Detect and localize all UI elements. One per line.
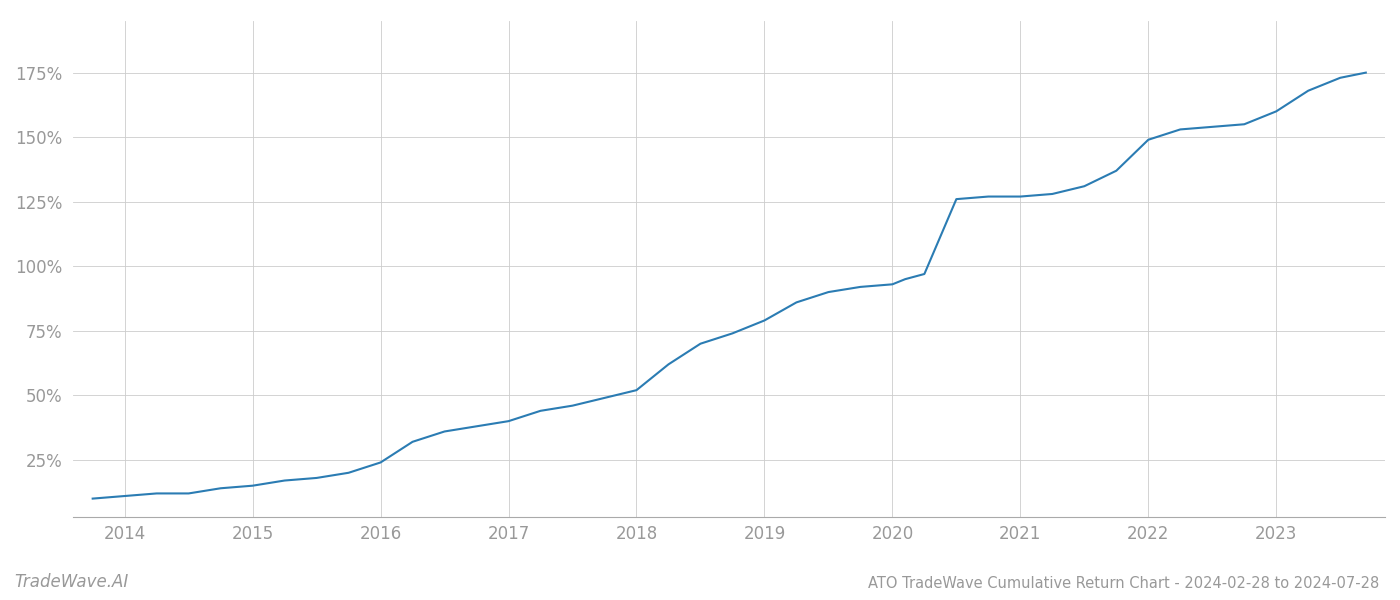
Text: ATO TradeWave Cumulative Return Chart - 2024-02-28 to 2024-07-28: ATO TradeWave Cumulative Return Chart - … <box>868 576 1379 591</box>
Text: TradeWave.AI: TradeWave.AI <box>14 573 129 591</box>
